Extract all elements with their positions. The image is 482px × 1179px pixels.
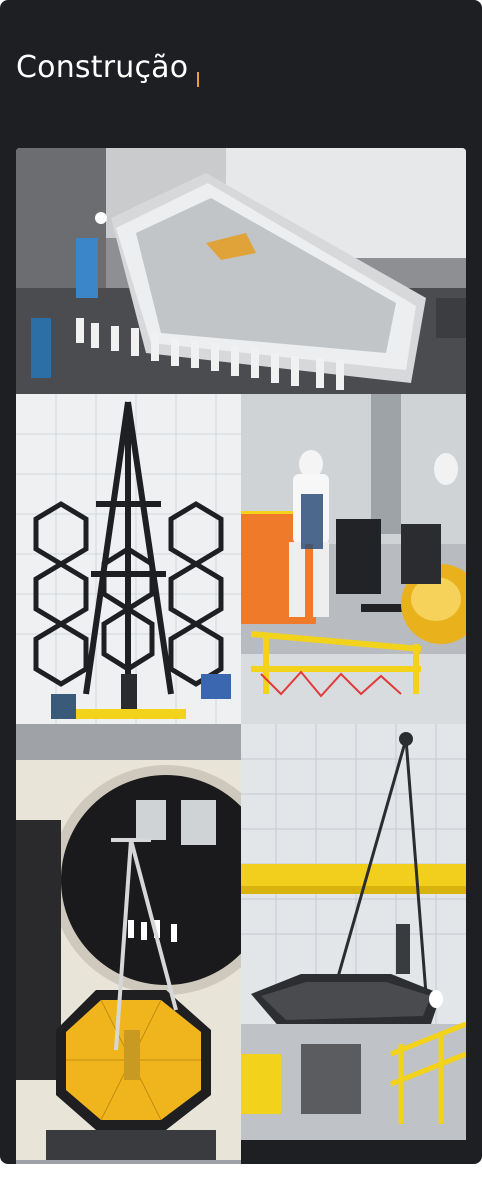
section-title: Construção (16, 50, 189, 85)
gallery-photo-chamber[interactable] (16, 760, 241, 1164)
technician-mirror-icon (241, 394, 466, 724)
sunshield-layers-icon (16, 148, 466, 394)
gallery-photo-mirror-assembly[interactable] (241, 724, 466, 1140)
gallery-photo-sunshield[interactable] (16, 148, 466, 394)
gallery-photo-technician[interactable] (241, 394, 466, 724)
backplane-frame-icon (16, 394, 241, 760)
mirror-assembly-crane-icon (241, 724, 466, 1140)
title-accent-cursor (197, 72, 199, 87)
gallery-photo-backplane[interactable] (16, 394, 241, 760)
vacuum-chamber-telescope-icon (16, 760, 241, 1164)
